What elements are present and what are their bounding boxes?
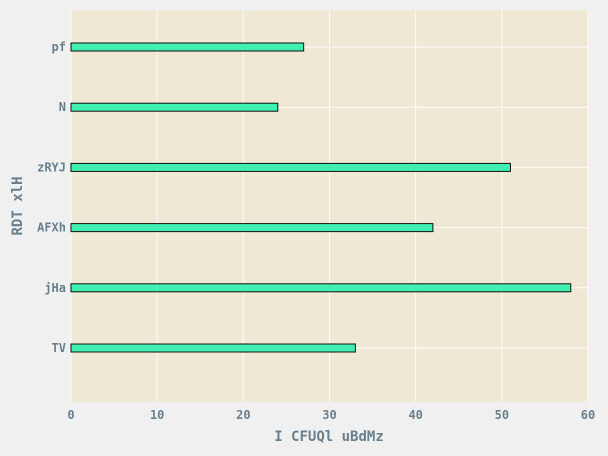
y-tick-label: jHa <box>44 281 66 295</box>
y-tick-label: AFXh <box>37 221 66 235</box>
y-tick-label: N <box>59 100 66 114</box>
y-tick-label: pf <box>52 40 66 54</box>
y-tick-label: TV <box>52 341 66 355</box>
y-tick-labels: TV jHa AFXh zRYJ Npf <box>37 40 66 355</box>
x-tick-labels: 0 10 20 30 40 50 60 <box>67 408 595 422</box>
bars-group <box>70 42 572 353</box>
bar-N <box>70 102 279 112</box>
y-tick-label: zRYJ <box>37 160 66 174</box>
bar-AFXh <box>70 223 434 233</box>
x-tick-label: 20 <box>236 408 250 422</box>
bar-pf <box>70 42 305 52</box>
bar-jHa <box>70 283 572 293</box>
x-tick-label: 40 <box>408 408 422 422</box>
x-tick-label: 10 <box>150 408 164 422</box>
bar-zRYJ <box>70 162 511 172</box>
x-tick-label: 30 <box>322 408 336 422</box>
x-tick-label: 0 <box>67 408 74 422</box>
x-tick-label: 60 <box>581 408 595 422</box>
bar-TV <box>70 343 356 353</box>
y-axis-title: RDT xlH <box>10 176 26 235</box>
x-tick-label: 50 <box>495 408 509 422</box>
x-axis-title: I CFUQl uBdMz <box>274 429 384 445</box>
